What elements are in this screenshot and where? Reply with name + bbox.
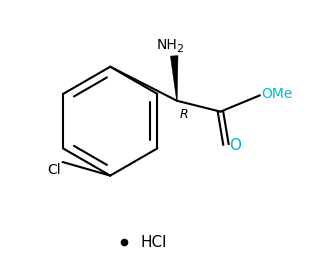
Text: HCl: HCl [140, 235, 167, 250]
Text: R: R [180, 108, 188, 120]
Text: 2: 2 [177, 44, 184, 54]
Text: NH: NH [157, 38, 178, 52]
Text: O: O [229, 138, 241, 153]
Text: Cl: Cl [48, 163, 61, 177]
Polygon shape [170, 56, 178, 101]
Text: OMe: OMe [261, 87, 293, 101]
